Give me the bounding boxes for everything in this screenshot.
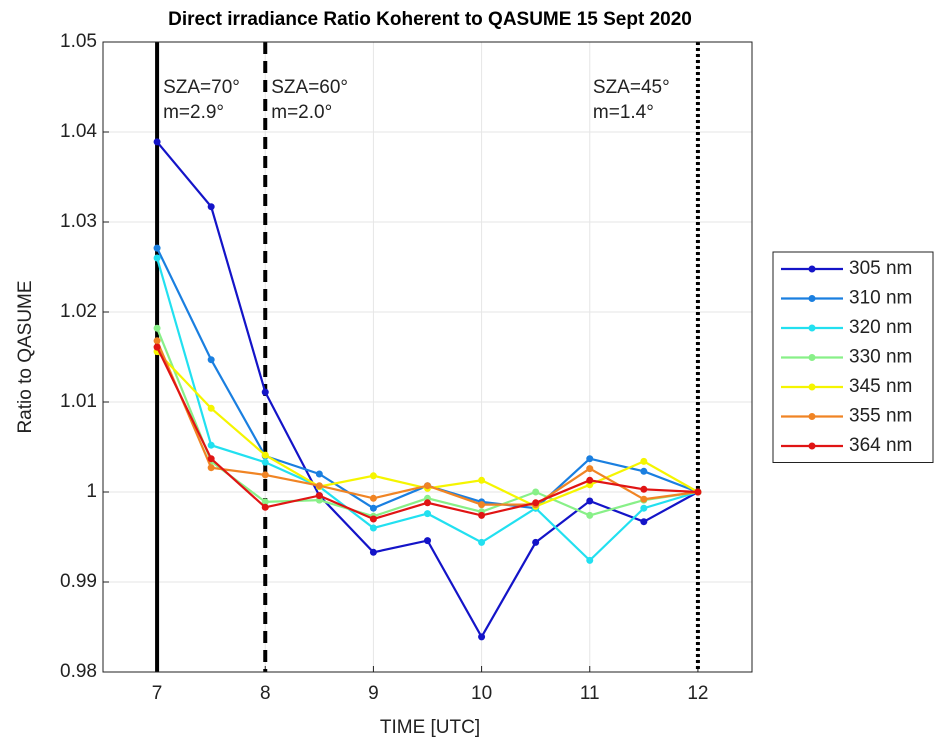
data-point xyxy=(532,499,540,507)
data-point xyxy=(369,548,377,556)
legend-label: 305 nm xyxy=(849,258,912,279)
x-tick-label: 10 xyxy=(471,683,492,704)
legend-label: 330 nm xyxy=(849,347,912,368)
data-point xyxy=(640,485,648,493)
data-point xyxy=(261,471,269,479)
legend-label: 345 nm xyxy=(849,376,912,397)
y-tick-label: 1 xyxy=(86,481,97,502)
annotation: m=2.9° xyxy=(163,102,224,123)
data-point xyxy=(478,511,486,519)
data-point xyxy=(424,482,431,490)
annotation: SZA=45° xyxy=(593,77,670,98)
data-point xyxy=(153,254,161,262)
data-point xyxy=(640,495,648,503)
data-point xyxy=(478,633,486,641)
data-point xyxy=(261,451,269,459)
y-tick-label: 0.99 xyxy=(60,571,97,592)
data-point xyxy=(694,488,702,496)
data-point xyxy=(369,515,377,523)
legend-label: 320 nm xyxy=(849,317,912,338)
data-point xyxy=(640,457,648,465)
annotation: m=1.4° xyxy=(593,102,654,123)
data-point xyxy=(207,441,215,449)
legend-label: 364 nm xyxy=(849,435,912,456)
x-axis-label: TIME [UTC] xyxy=(380,717,480,738)
data-point xyxy=(153,244,161,252)
legend-marker xyxy=(808,354,816,361)
x-tick-label: 9 xyxy=(368,683,379,704)
data-point xyxy=(640,504,648,512)
data-point xyxy=(424,537,431,545)
y-tick-label: 0.98 xyxy=(60,661,97,682)
x-tick-label: 8 xyxy=(260,683,271,704)
legend-label: 310 nm xyxy=(849,288,912,309)
plot-border xyxy=(102,41,753,673)
data-point xyxy=(207,404,215,412)
legend-marker xyxy=(808,383,816,391)
data-point xyxy=(261,388,269,396)
data-point xyxy=(586,497,594,505)
data-point xyxy=(532,488,540,496)
legend-label: 355 nm xyxy=(849,406,912,427)
plot-area xyxy=(103,42,752,672)
y-tick-label: 1.02 xyxy=(60,301,97,322)
legend-marker xyxy=(808,324,816,332)
data-point xyxy=(369,494,377,502)
data-point xyxy=(315,492,323,500)
annotation: SZA=70° xyxy=(163,77,240,98)
data-point xyxy=(207,356,215,364)
data-point xyxy=(153,337,161,345)
legend-marker xyxy=(808,265,816,273)
data-point xyxy=(424,499,431,507)
data-point xyxy=(153,324,161,332)
legend-marker xyxy=(808,413,816,420)
y-tick-label: 1.03 xyxy=(60,211,97,232)
data-point xyxy=(207,464,215,472)
legend-marker xyxy=(808,442,816,450)
data-point xyxy=(478,476,486,484)
x-tick-label: 7 xyxy=(152,683,163,704)
y-axis-label: Ratio to QASUME xyxy=(15,280,36,433)
data-point xyxy=(369,504,377,512)
data-point xyxy=(478,501,486,509)
data-point xyxy=(207,455,215,463)
data-point xyxy=(424,510,431,518)
legend-marker xyxy=(808,295,816,302)
data-point xyxy=(207,203,215,211)
data-point xyxy=(315,470,323,478)
data-point xyxy=(369,524,377,532)
annotation: SZA=60° xyxy=(271,77,348,98)
data-point xyxy=(586,476,594,484)
data-point xyxy=(261,498,269,506)
data-point xyxy=(369,472,377,480)
y-tick-label: 1.04 xyxy=(60,121,97,142)
data-point xyxy=(640,467,648,475)
x-tick-label: 12 xyxy=(687,683,708,704)
y-tick-label: 1.01 xyxy=(60,391,97,412)
data-point xyxy=(586,455,594,463)
data-point xyxy=(261,503,269,511)
data-point xyxy=(532,538,540,546)
annotation: m=2.0° xyxy=(271,102,332,123)
data-point xyxy=(586,511,594,519)
data-point xyxy=(586,465,594,473)
data-point xyxy=(586,556,594,564)
chart-title: Direct irradiance Ratio Koherent to QASU… xyxy=(168,9,692,30)
data-point xyxy=(640,518,648,526)
data-point xyxy=(315,482,323,490)
data-point xyxy=(153,343,161,351)
data-point xyxy=(261,458,269,466)
y-tick-label: 1.05 xyxy=(60,31,97,52)
data-point xyxy=(478,538,486,546)
data-point xyxy=(153,138,161,146)
x-tick-label: 11 xyxy=(580,683,600,704)
